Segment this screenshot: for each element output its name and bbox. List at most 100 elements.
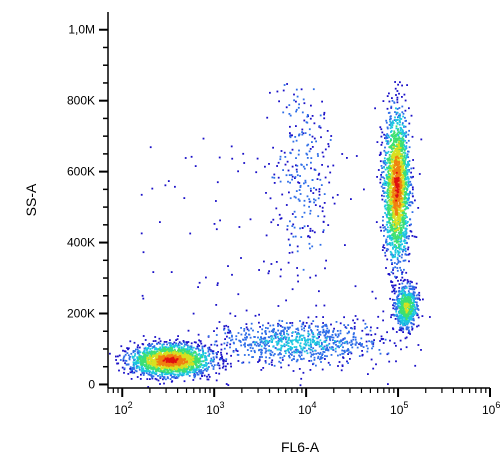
event-point (392, 328, 395, 331)
event-point (184, 352, 186, 355)
event-point (315, 337, 318, 340)
event-point (253, 349, 256, 352)
event-point (288, 336, 290, 339)
event-point (391, 284, 393, 287)
event-point (286, 83, 288, 85)
event-point (361, 354, 364, 357)
event-point (394, 165, 397, 168)
event-point (386, 95, 389, 97)
event-point (348, 341, 351, 344)
event-point (387, 231, 389, 233)
event-point (292, 331, 294, 334)
event-point (295, 88, 298, 91)
event-point (300, 347, 303, 350)
event-point (291, 351, 293, 354)
event-point (196, 345, 199, 348)
event-point (146, 378, 149, 380)
event-point (379, 352, 382, 355)
event-point (148, 351, 151, 353)
event-point (414, 199, 416, 202)
event-point (420, 349, 422, 351)
event-point (289, 243, 291, 246)
event-point (170, 372, 172, 375)
event-point (398, 299, 400, 302)
event-point (137, 362, 140, 365)
event-point (194, 374, 197, 376)
event-point (314, 342, 317, 344)
event-point (190, 367, 192, 369)
event-point (384, 199, 387, 201)
event-point (392, 213, 395, 216)
event-point (319, 351, 322, 354)
event-point (258, 360, 261, 362)
event-point (400, 348, 402, 351)
event-point (386, 190, 389, 193)
event-point (205, 357, 208, 360)
event-point (148, 352, 150, 355)
event-point (289, 136, 292, 139)
event-point (287, 364, 290, 367)
event-point (170, 366, 172, 368)
event-point (387, 212, 390, 215)
event-point (386, 353, 389, 356)
event-point (254, 343, 256, 346)
event-point (144, 365, 146, 368)
event-point (309, 348, 312, 351)
event-point (310, 104, 312, 107)
event-point (402, 164, 405, 167)
event-point (395, 127, 398, 130)
event-point (289, 326, 291, 329)
event-point (400, 305, 403, 308)
event-point (386, 216, 389, 219)
event-point (275, 261, 278, 263)
event-point (196, 347, 199, 349)
event-point (146, 361, 149, 363)
event-point (133, 362, 136, 365)
event-point (238, 339, 241, 342)
event-point (189, 369, 191, 371)
event-point (407, 302, 410, 304)
event-point (132, 350, 135, 352)
event-point (409, 192, 411, 194)
event-point (287, 238, 290, 241)
event-point (388, 172, 390, 175)
event-point (393, 119, 396, 121)
event-point (405, 271, 408, 274)
event-point (415, 236, 418, 238)
event-point (411, 287, 414, 290)
event-point (216, 364, 219, 366)
event-point (399, 164, 402, 167)
event-point (322, 221, 325, 223)
event-point (138, 350, 141, 352)
event-point (392, 160, 395, 163)
event-point (388, 183, 391, 185)
event-point (417, 309, 420, 311)
event-point (160, 366, 162, 369)
event-point (389, 217, 392, 220)
event-point (150, 368, 153, 370)
event-point (386, 201, 389, 204)
event-point (288, 104, 291, 106)
event-point (298, 351, 300, 353)
event-point (267, 336, 270, 338)
event-point (192, 312, 195, 315)
event-point (143, 364, 146, 366)
event-point (400, 228, 402, 231)
event-point (416, 325, 418, 328)
event-point (302, 346, 305, 349)
event-point (392, 272, 395, 275)
event-point (245, 326, 248, 329)
event-point (244, 336, 246, 339)
event-point (371, 342, 374, 345)
event-point (341, 153, 344, 155)
event-point (390, 314, 393, 316)
event-point (273, 328, 275, 330)
event-point (260, 336, 262, 339)
event-point (352, 333, 355, 336)
event-point (396, 237, 399, 240)
event-point (141, 359, 144, 361)
event-point (392, 216, 395, 219)
event-point (165, 371, 168, 374)
event-point (315, 352, 317, 355)
event-point (317, 215, 320, 218)
